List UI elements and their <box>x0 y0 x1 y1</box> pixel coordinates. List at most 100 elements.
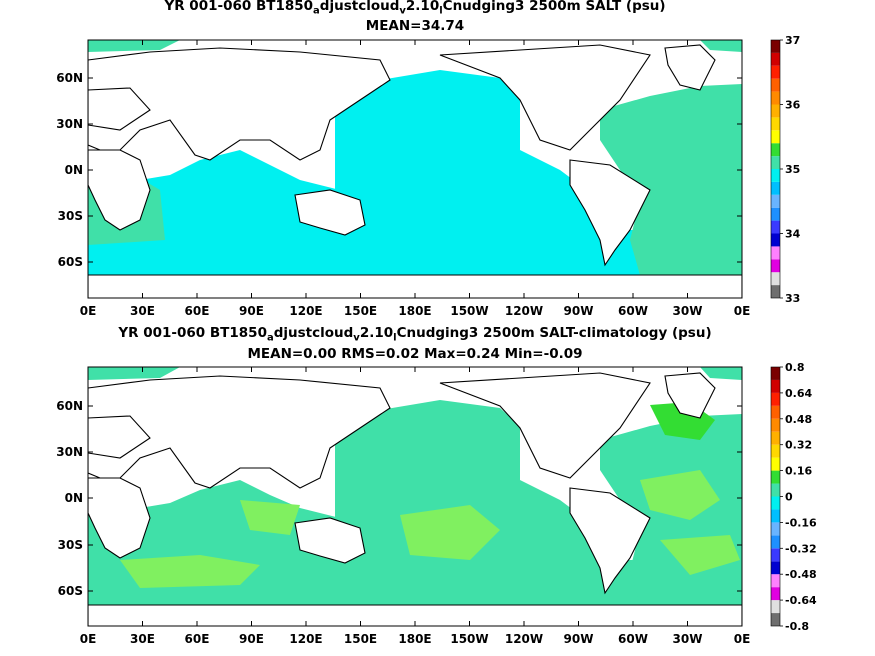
bottom-xtick-label: 150E <box>344 632 377 646</box>
top-arctic-patch <box>88 40 180 52</box>
bottom-colorbar-swatch <box>771 587 780 601</box>
bottom-colorbar-swatch <box>771 561 780 575</box>
top-colorbar-swatch <box>771 117 780 131</box>
bottom-map <box>88 367 742 626</box>
bottom-xtick-label: 120W <box>505 632 543 646</box>
top-colorbar-swatch <box>771 130 780 144</box>
top-ytick-label: 60N <box>56 71 83 85</box>
top-atlantic-field <box>600 84 742 275</box>
top-arctic-patch2 <box>700 40 742 52</box>
bottom-colorbar-label: 0.16 <box>785 465 812 478</box>
top-xtick-label: 0E <box>734 304 751 318</box>
bottom-colorbar-swatch <box>771 535 780 549</box>
top-xtick-label: 60W <box>618 304 648 318</box>
top-colorbar-swatch <box>771 143 780 157</box>
bottom-colorbar-swatch <box>771 379 780 393</box>
top-land-africa <box>88 149 151 231</box>
bottom-xtick-label: 90W <box>564 632 594 646</box>
top-colorbar-swatch <box>771 220 780 234</box>
bottom-xtick-label: 60E <box>185 632 210 646</box>
bottom-patch-5 <box>240 500 300 535</box>
bottom-land-asia <box>88 375 391 489</box>
top-colorbar-label: 33 <box>785 292 800 305</box>
bottom-pacific-field <box>335 400 620 590</box>
top-colorbar-label: 36 <box>785 99 801 112</box>
bottom-xtick-label: 180E <box>398 632 431 646</box>
bottom-land <box>88 372 742 626</box>
top-colorbar-label: 37 <box>785 34 800 47</box>
top-xtick-label: 180E <box>398 304 431 318</box>
top-xtick-label: 90W <box>564 304 594 318</box>
bottom-ytick-label: 60S <box>58 584 83 598</box>
bottom-land-africa <box>88 477 151 559</box>
top-colorbar-swatch <box>771 194 780 208</box>
top-xtick-label: 150E <box>344 304 377 318</box>
top-land-australia <box>294 189 366 236</box>
top-xtick-label: 60E <box>185 304 210 318</box>
top-xtick-label: 0E <box>80 304 97 318</box>
bottom-land-australia <box>294 517 366 564</box>
bottom-xtick-label: 30W <box>673 632 703 646</box>
top-colorbar-swatch <box>771 272 780 286</box>
bottom-ytick-label: 30N <box>56 445 83 459</box>
bottom-colorbar-label: -0.48 <box>785 568 817 581</box>
top-colorbar-label: 34 <box>785 228 801 241</box>
bottom-ytick-label: 0N <box>65 491 83 505</box>
bottom-colorbar-swatch <box>771 405 780 419</box>
top-xtick-label: 120W <box>505 304 543 318</box>
top-xtick-label: 30W <box>673 304 703 318</box>
top-colorbar-swatch <box>771 156 780 169</box>
bottom-subtitle: MEAN=0.00 RMS=0.02 Max=0.24 Min=-0.09 <box>247 346 583 362</box>
top-xtick-label: 120E <box>289 304 322 318</box>
bottom-arctic-patch2 <box>700 367 742 380</box>
top-map <box>88 40 742 298</box>
bottom-patch-2 <box>400 505 500 560</box>
bottom-colorbar-swatch <box>771 392 780 406</box>
top-ytick-label: 30N <box>56 117 83 131</box>
bottom-colorbar-label: 0.32 <box>785 439 812 452</box>
bottom-colorbar-label: -0.8 <box>785 620 809 633</box>
bottom-land-samerica <box>569 487 651 595</box>
bottom-colorbar-swatch <box>771 444 780 458</box>
bottom-xtick-label: 60W <box>618 632 648 646</box>
top-ytick-label: 0N <box>65 163 83 177</box>
bottom-colorbar-label: -0.32 <box>785 542 817 555</box>
bottom-ytick-label: 30S <box>58 538 83 552</box>
top-subtitle: MEAN=34.74 <box>365 18 465 34</box>
bottom-land-greenland <box>664 372 716 419</box>
top-colorbar-swatch <box>771 91 780 105</box>
bottom-colorbar-label: 0.8 <box>785 361 805 374</box>
bottom-xtick-label: 150W <box>450 632 488 646</box>
bottom-land-antarctica <box>88 604 742 626</box>
top-colorbar-swatch <box>771 259 780 273</box>
bottom-title: YR 001-060 BT1850adjustcloudv2.10lCnudgi… <box>118 325 712 344</box>
top-colorbar-swatch <box>771 285 780 298</box>
bottom-patch-1 <box>120 555 260 588</box>
bottom-positive-patches <box>120 470 740 588</box>
top-colorbar-swatch <box>771 65 780 79</box>
bottom-land-europe <box>88 415 151 459</box>
top-title: YR 001-060 BT1850adjustcloudv2.10lCnudgi… <box>164 0 666 17</box>
bottom-xtick-label: 30E <box>130 632 155 646</box>
bottom-colorbar-label: 0 <box>785 491 793 504</box>
top-colorbar-swatch <box>771 52 780 66</box>
bottom-ytick-label: 60N <box>56 399 83 413</box>
bottom-patch-4 <box>660 535 740 575</box>
bottom-colorbar-swatch <box>771 613 780 626</box>
bottom-xtick-label: 120E <box>289 632 322 646</box>
bottom-colorbar-swatch <box>771 600 780 614</box>
bottom-colorbar-swatch <box>771 574 780 588</box>
bottom-xtick-label: 90E <box>239 632 264 646</box>
bottom-colorbar-swatch <box>771 470 780 484</box>
bottom-colorbar-label: -0.64 <box>785 594 817 607</box>
bottom-colorbar-swatch <box>771 418 780 432</box>
top-land-greenland <box>664 44 716 91</box>
bottom-colorbar-swatch <box>771 457 780 471</box>
top-pacific-field <box>335 70 620 260</box>
bottom-colorbar-label: 0.48 <box>785 413 812 426</box>
bottom-colorbar-swatch <box>771 522 780 536</box>
top-colorbar-swatch <box>771 40 780 53</box>
top-colorbar-swatch <box>771 246 780 260</box>
top-colorbar-swatch <box>771 207 780 221</box>
